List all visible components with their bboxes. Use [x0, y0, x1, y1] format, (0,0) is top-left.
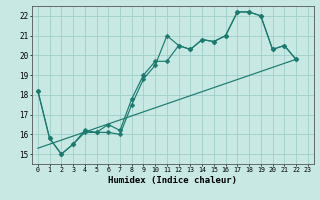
X-axis label: Humidex (Indice chaleur): Humidex (Indice chaleur): [108, 176, 237, 185]
